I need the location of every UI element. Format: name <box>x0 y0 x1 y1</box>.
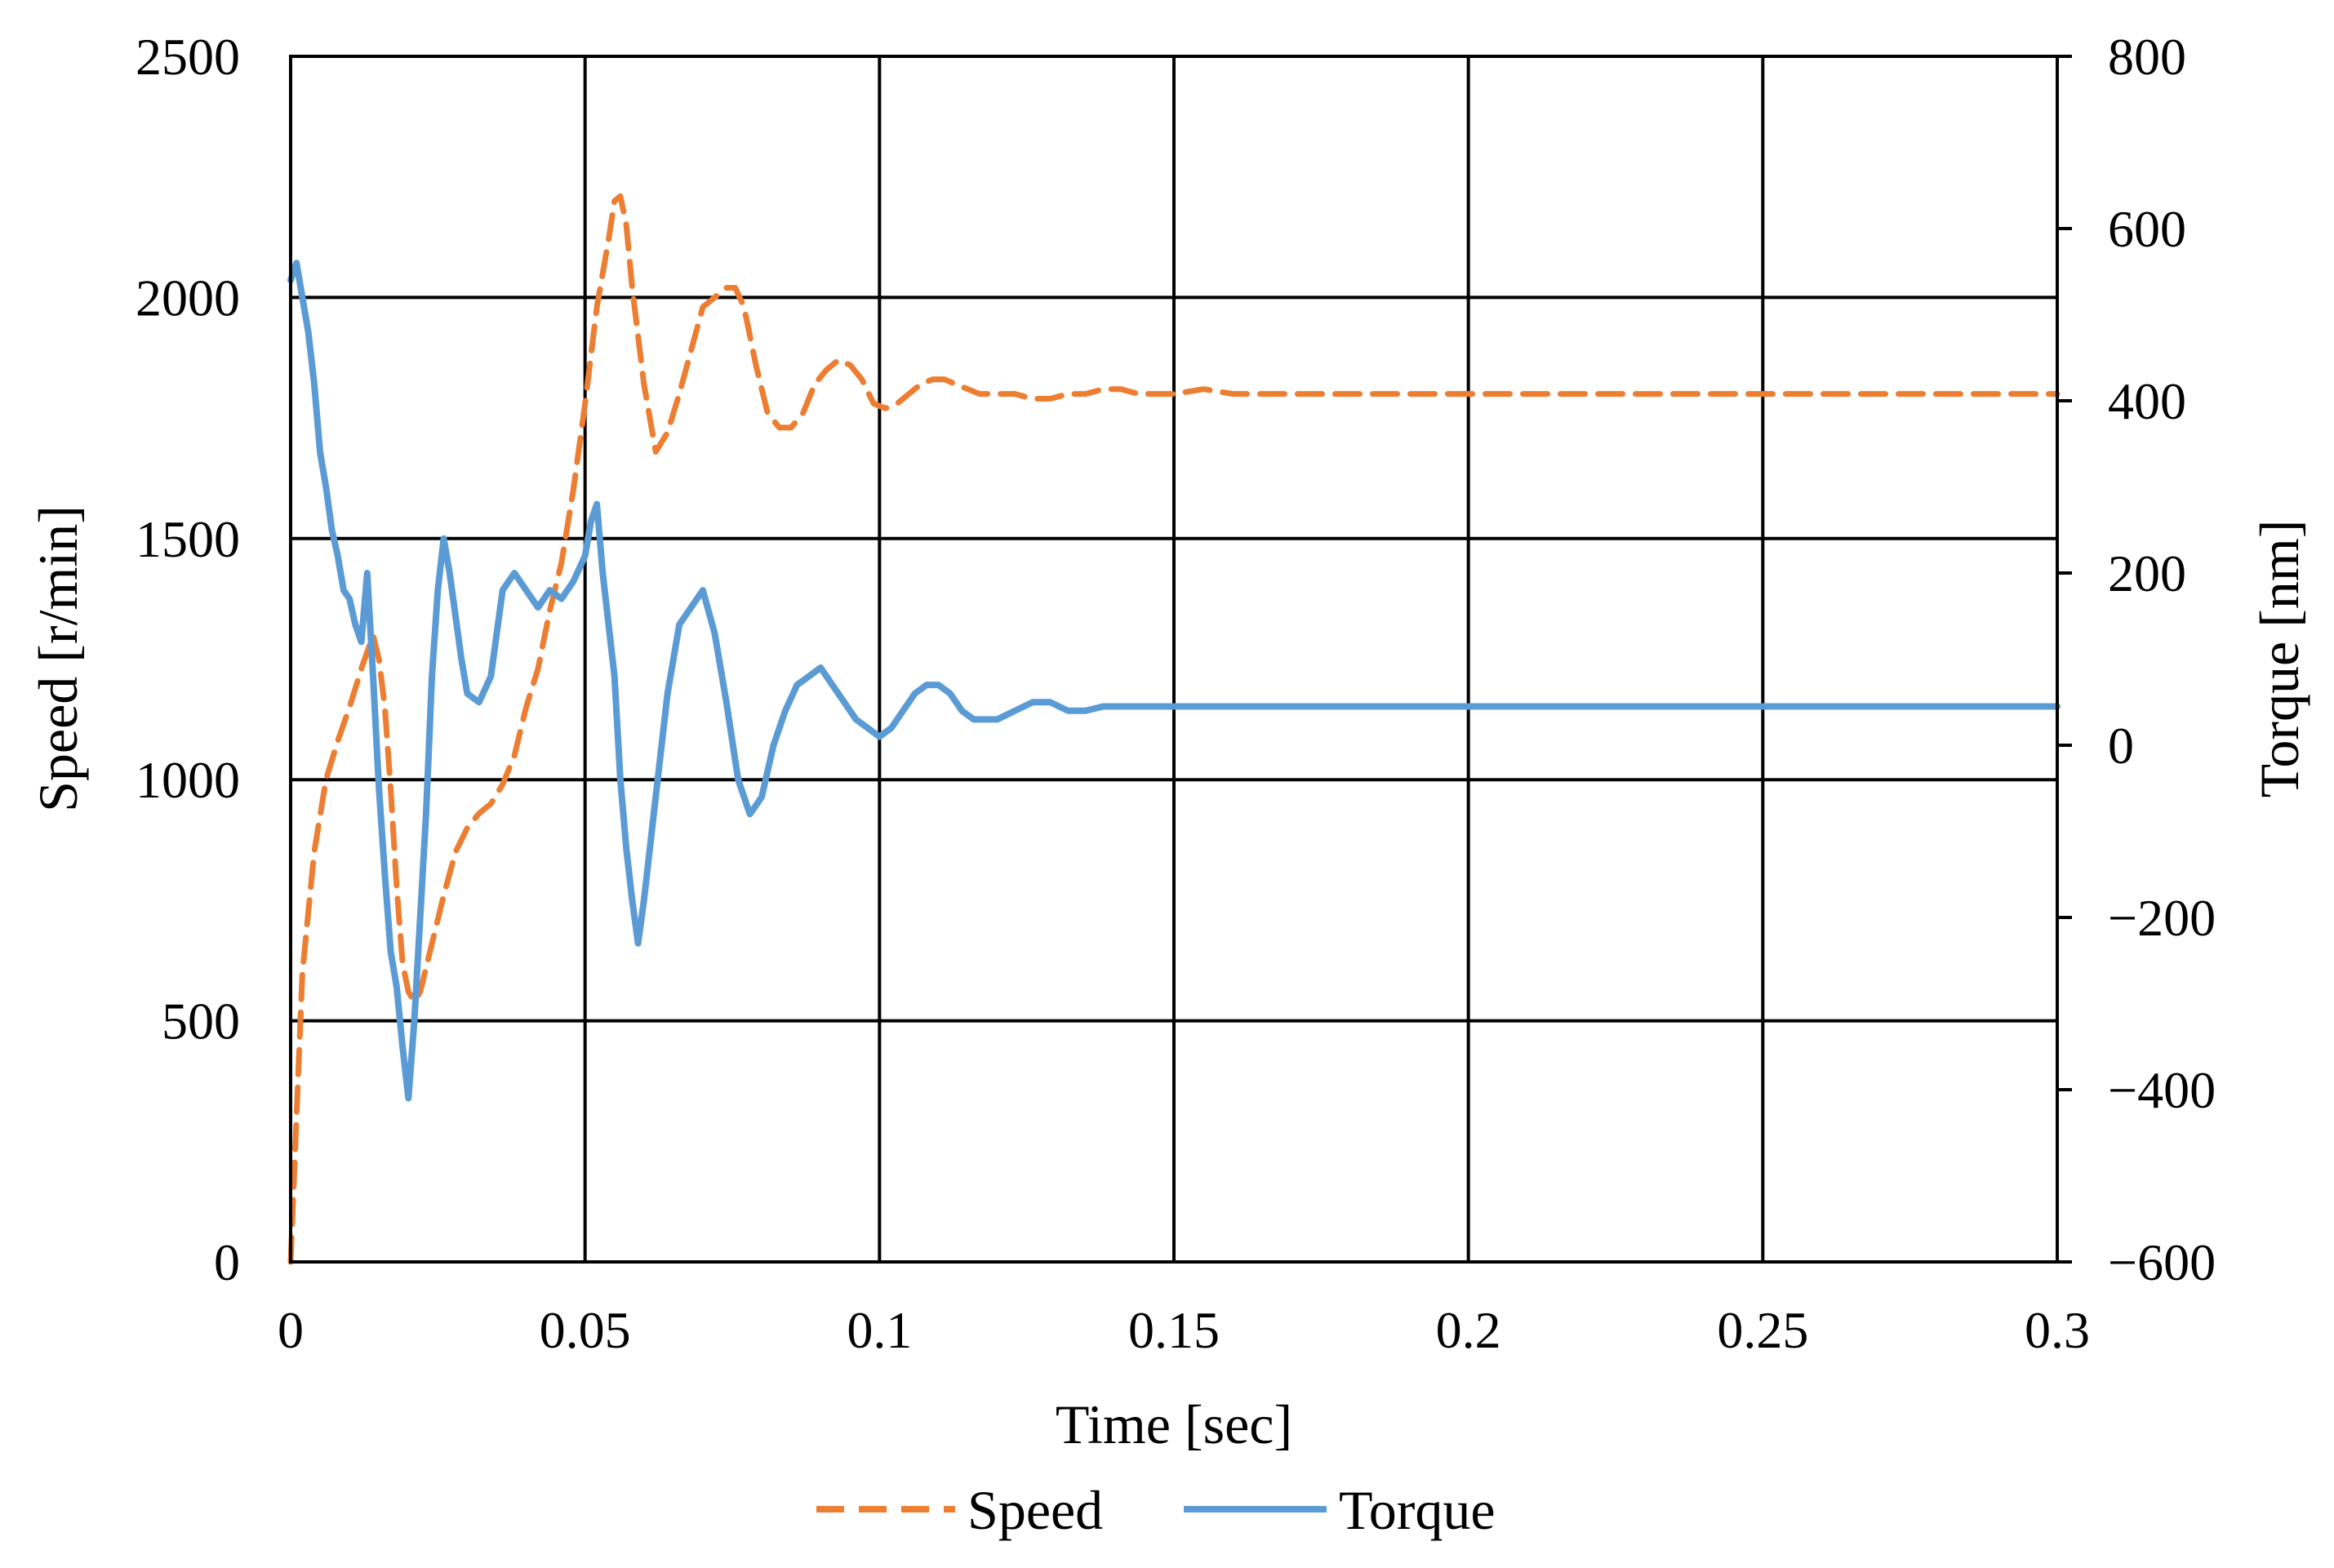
y-axis-right-title: Torque [nm] <box>2248 520 2310 798</box>
y-right-tick-label: 800 <box>2108 28 2186 86</box>
grid-lines <box>289 55 2059 1264</box>
x-tick-label: 0.1 <box>847 1301 912 1359</box>
x-tick-label: 0 <box>278 1301 304 1359</box>
y-right-tick-label: −600 <box>2108 1233 2216 1291</box>
x-tick-label: 0.2 <box>1436 1301 1501 1359</box>
y-left-tick-label: 1000 <box>136 751 240 809</box>
x-tick-label: 0.25 <box>1717 1301 1808 1359</box>
y-left-tick-label: 1500 <box>136 510 240 568</box>
speed-series-line <box>287 193 2061 1265</box>
y-left-tick-label: 500 <box>162 993 240 1051</box>
y-right-tick-label: −200 <box>2108 889 2216 947</box>
legend-torque-label: Torque <box>1339 1479 1496 1541</box>
legend: Speed Torque <box>816 1479 1496 1541</box>
series-layer <box>287 193 2061 1265</box>
y-left-tick-label: 2000 <box>136 269 240 326</box>
y-left-tick-label: 0 <box>214 1233 240 1291</box>
y-right-tick-label: 600 <box>2108 200 2186 258</box>
torque-series-line <box>287 260 2061 1102</box>
y-right-tick-label: −400 <box>2108 1061 2216 1119</box>
plot-frame <box>289 55 2059 1264</box>
x-tick-label: 0.15 <box>1128 1301 1220 1359</box>
y-right-tick-label: 200 <box>2108 544 2186 602</box>
y-right-tick-label: 400 <box>2108 372 2186 430</box>
x-tick-label: 0.05 <box>540 1301 631 1359</box>
legend-speed-label: Speed <box>967 1479 1103 1541</box>
x-axis-title: Time [sec] <box>1056 1393 1292 1455</box>
y-right-tick-label: 0 <box>2108 717 2134 775</box>
x-tick-label: 0.3 <box>2025 1301 2090 1359</box>
y-axis-left-title: Speed [r/min] <box>27 505 89 812</box>
y-left-tick-label: 2500 <box>136 28 240 86</box>
